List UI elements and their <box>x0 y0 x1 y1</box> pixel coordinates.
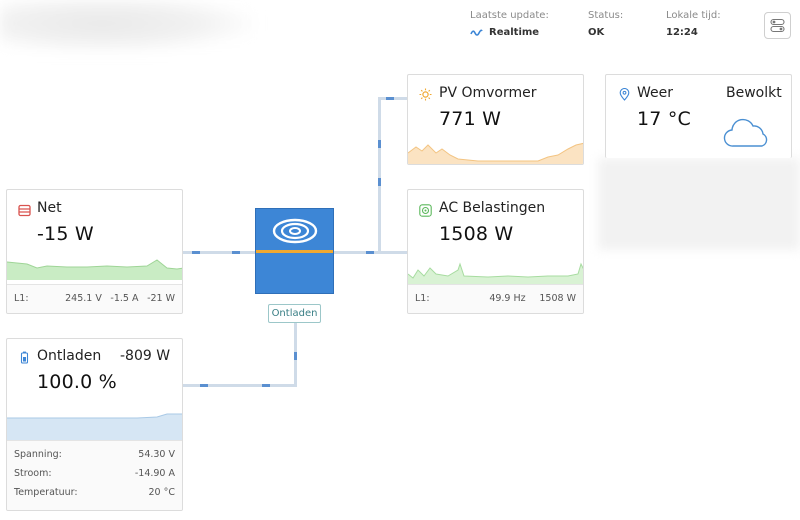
battery-temperature-value: 20 °C <box>148 487 176 498</box>
ac-loads-title: AC Belastingen <box>439 200 546 216</box>
status: Status: OK <box>588 8 666 42</box>
redacted-logo-area <box>0 0 255 52</box>
ac-loads-sparkline <box>408 262 583 284</box>
battery-footer: Spanning: 54.30 V Stroom: -14.90 A Tempe… <box>7 440 182 510</box>
weather-title: Weer <box>637 85 674 101</box>
status-label: Status: <box>588 10 624 21</box>
battery-power: -809 W <box>120 348 171 364</box>
grid-card[interactable]: Net -15 W L1: 245.1 V -1.5 A -21 W <box>6 189 183 314</box>
local-time-label: Lokale tijd: <box>666 10 721 21</box>
ac-load-icon <box>419 204 432 217</box>
settings-button[interactable] <box>764 12 791 39</box>
pv-inverter-card[interactable]: PV Omvormer 771 W <box>407 74 584 165</box>
flow-dot <box>192 251 200 254</box>
grid-voltage: 245.1 V <box>65 293 102 304</box>
realtime-wave-icon <box>470 29 483 36</box>
pv-value: 771 W <box>439 108 502 130</box>
battery-connection-horizontal <box>182 384 297 387</box>
grid-phase-row: L1: 245.1 V -1.5 A -21 W <box>14 293 175 304</box>
local-time: Lokale tijd: 12:24 <box>666 8 766 42</box>
battery-row-current: Stroom: -14.90 A <box>14 468 175 479</box>
ac-loads-footer: L1: 49.9 Hz 1508 W <box>408 284 583 313</box>
pv-connection-vertical <box>378 97 381 253</box>
battery-title: Ontladen <box>37 348 102 364</box>
last-update-label: Laatste update: <box>470 10 549 21</box>
inverter-mode-badge[interactable]: Ontladen <box>268 304 321 323</box>
flow-dot <box>262 384 270 387</box>
grid-footer: L1: 245.1 V -1.5 A -21 W <box>7 284 182 313</box>
battery-temperature-label: Temperatuur: <box>14 487 78 498</box>
ac-power: 1508 W <box>539 293 576 304</box>
victron-logo <box>272 218 318 244</box>
flow-dot <box>232 251 240 254</box>
grid-power: -21 W <box>147 293 175 304</box>
flow-dot <box>294 352 297 360</box>
flow-dot <box>378 178 381 186</box>
ac-phase-row: L1: 49.9 Hz 1508 W <box>415 293 576 304</box>
ac-phase: L1: <box>415 293 430 304</box>
ac-loads-card[interactable]: AC Belastingen 1508 W L1: 49.9 Hz 1508 W <box>407 189 584 314</box>
grid-sparkline <box>7 259 182 280</box>
battery-voltage-label: Spanning: <box>14 449 62 460</box>
battery-current-value: -14.90 A <box>134 468 175 479</box>
grid-phase: L1: <box>14 293 29 304</box>
last-update: Laatste update: Realtime <box>470 8 588 42</box>
grid-connection <box>182 251 256 254</box>
cloud-icon <box>723 118 768 147</box>
weather-card[interactable]: Weer Bewolkt 17 °C <box>605 74 792 158</box>
weather-temperature: 17 °C <box>637 108 691 130</box>
inverter[interactable] <box>255 208 334 294</box>
battery-card[interactable]: Ontladen -809 W 100.0 % Spanning: 54.30 … <box>6 338 183 511</box>
weather-condition: Bewolkt <box>726 85 782 101</box>
location-pin-icon <box>619 88 630 101</box>
ac-loads-value: 1508 W <box>439 223 514 245</box>
settings-toggle-icon <box>770 18 785 33</box>
local-time-value: 12:24 <box>666 27 698 38</box>
status-value: OK <box>588 27 605 38</box>
flow-dot <box>378 140 381 148</box>
ac-frequency: 49.9 Hz <box>489 293 526 304</box>
inverter-stripe <box>256 250 333 253</box>
pv-title: PV Omvormer <box>439 85 537 101</box>
flow-dot <box>200 384 208 387</box>
grid-icon <box>18 204 31 217</box>
status-bar: Laatste update: Realtime Status: OK Loka… <box>470 8 766 42</box>
battery-current-label: Stroom: <box>14 468 52 479</box>
battery-row-temperature: Temperatuur: 20 °C <box>14 487 175 498</box>
grid-title: Net <box>37 200 62 216</box>
battery-soc-chart <box>7 413 182 441</box>
flow-dot <box>386 97 394 100</box>
grid-current: -1.5 A <box>110 293 139 304</box>
battery-voltage-value: 54.30 V <box>138 449 175 460</box>
pv-sparkline <box>408 142 583 164</box>
battery-row-voltage: Spanning: 54.30 V <box>14 449 175 460</box>
last-update-value: Realtime <box>470 24 588 42</box>
last-update-text: Realtime <box>489 27 540 38</box>
flow-dot <box>366 251 374 254</box>
battery-icon <box>20 351 29 364</box>
redacted-area <box>598 158 800 250</box>
battery-soc: 100.0 % <box>37 371 117 393</box>
grid-value: -15 W <box>37 223 94 245</box>
sun-icon <box>419 88 432 101</box>
